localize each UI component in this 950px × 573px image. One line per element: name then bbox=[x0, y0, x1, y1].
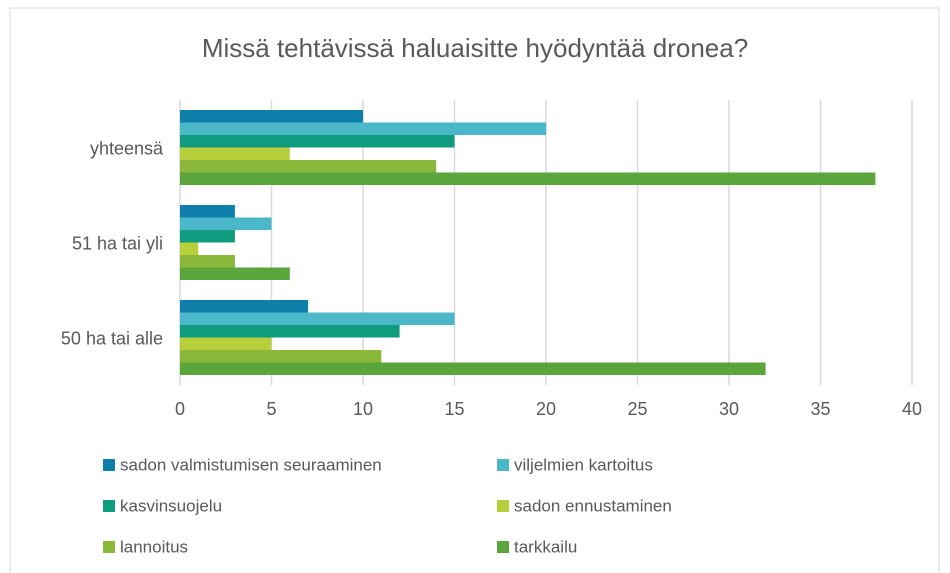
bar bbox=[180, 242, 199, 255]
bar bbox=[180, 230, 235, 243]
legend-label: sadon valmistumisen seuraaminen bbox=[120, 455, 382, 474]
legend-swatch bbox=[497, 500, 509, 512]
bar bbox=[180, 267, 290, 280]
x-tick-label: 35 bbox=[810, 399, 830, 419]
bar bbox=[180, 300, 309, 313]
y-tick-label: yhteensä bbox=[90, 138, 164, 158]
legend-swatch bbox=[103, 541, 115, 553]
x-tick-label: 5 bbox=[266, 399, 276, 419]
bar bbox=[180, 172, 876, 185]
legend-label: sadon ennustaminen bbox=[514, 496, 672, 515]
bar bbox=[180, 135, 455, 148]
bar bbox=[180, 312, 455, 325]
x-tick-label: 0 bbox=[175, 399, 185, 419]
chart-frame bbox=[9, 7, 940, 573]
x-tick-label: 40 bbox=[902, 399, 922, 419]
bar bbox=[180, 255, 235, 268]
legend-label: lannoitus bbox=[120, 537, 188, 556]
legend-swatch bbox=[497, 459, 509, 471]
x-tick-label: 20 bbox=[536, 399, 556, 419]
bar bbox=[180, 122, 546, 135]
bar bbox=[180, 160, 437, 173]
x-tick-label: 25 bbox=[627, 399, 647, 419]
legend-swatch bbox=[103, 459, 115, 471]
bar bbox=[180, 325, 400, 338]
legend-swatch bbox=[497, 541, 509, 553]
x-tick-label: 30 bbox=[719, 399, 739, 419]
chart-title: Missä tehtävissä haluaisitte hyödyntää d… bbox=[202, 33, 748, 63]
bar bbox=[180, 147, 290, 160]
legend-label: tarkkailu bbox=[514, 537, 577, 556]
bar bbox=[180, 110, 363, 123]
x-tick-label: 15 bbox=[444, 399, 464, 419]
bar bbox=[180, 337, 272, 350]
y-tick-label: 51 ha tai yli bbox=[72, 233, 163, 253]
legend-swatch bbox=[103, 500, 115, 512]
legend-label: kasvinsuojelu bbox=[120, 496, 222, 515]
y-tick-label: 50 ha tai alle bbox=[61, 328, 163, 348]
bar bbox=[180, 217, 272, 230]
bar bbox=[180, 350, 382, 363]
bar bbox=[180, 205, 235, 218]
x-tick-label: 10 bbox=[353, 399, 373, 419]
bar bbox=[180, 362, 766, 375]
legend-label: viljelmien kartoitus bbox=[514, 455, 653, 474]
